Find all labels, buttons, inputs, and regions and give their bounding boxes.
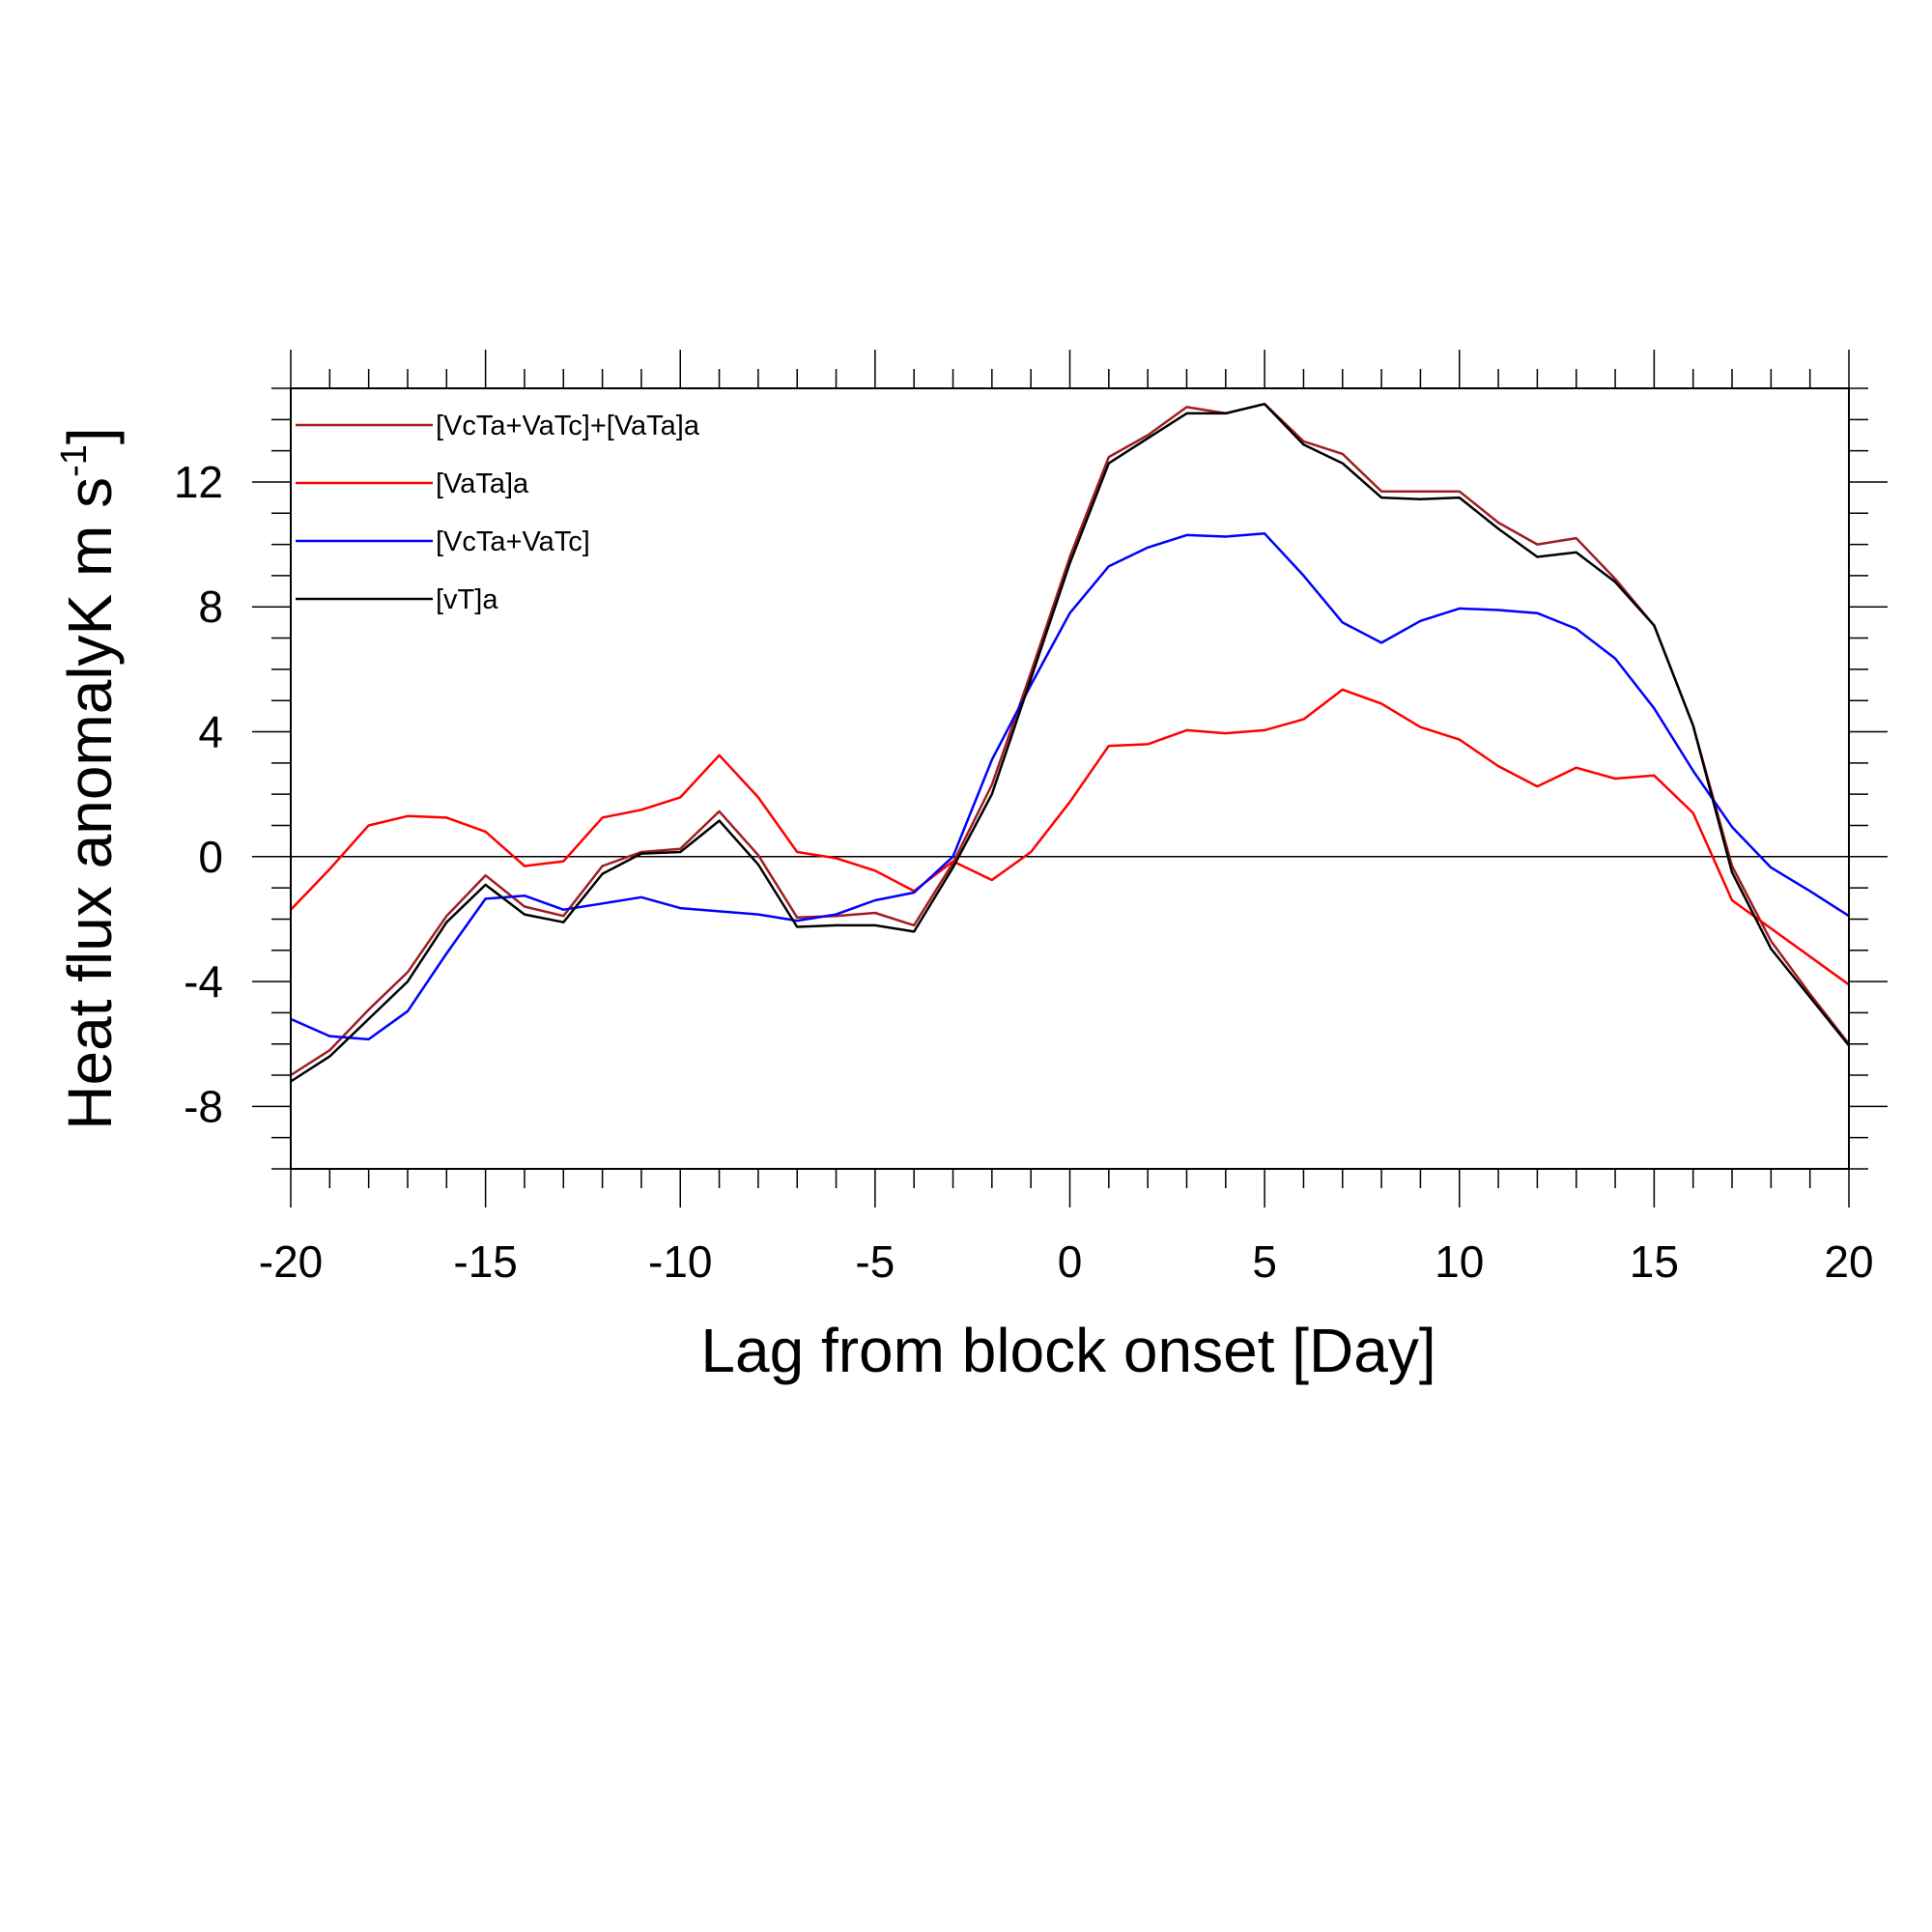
plot-frame xyxy=(290,387,1850,1170)
legend-label: [VaTa]a xyxy=(436,469,529,499)
y-axis-title-main: Heat flux anomalyK m s xyxy=(55,477,125,1130)
x-tick-label: -10 xyxy=(648,1236,712,1287)
x-tick-label: -5 xyxy=(855,1236,895,1287)
x-tick-labels: -20 -15 -10 -5 0 5 10 15 20 xyxy=(259,1236,1874,1287)
legend-label: [VcTa+VaTc]+[VaTa]a xyxy=(436,411,700,441)
x-tick-label: 15 xyxy=(1630,1236,1679,1287)
y-tick-label: 8 xyxy=(198,582,223,632)
legend-label: [vT]a xyxy=(436,584,498,615)
series-layer xyxy=(290,402,1850,1083)
series-line xyxy=(290,532,1850,1041)
series-line xyxy=(290,402,1850,1083)
y-axis-title: Heat flux anomalyK m s-1] xyxy=(54,427,125,1129)
x-tick-label: 0 xyxy=(1058,1236,1083,1287)
y-axis-title-close: ] xyxy=(55,427,125,444)
series-line xyxy=(290,402,1850,1077)
y-axis-title-exponent: -1 xyxy=(54,444,95,477)
y-tick-label: 12 xyxy=(174,457,223,507)
x-axis-title: Lag from block onset [Day] xyxy=(700,1316,1435,1385)
y-tick-label: -4 xyxy=(184,956,223,1007)
y-tick-label: -8 xyxy=(184,1081,223,1131)
y-tick-labels: -8 -4 0 4 8 12 xyxy=(174,457,223,1131)
ticks-layer xyxy=(252,350,1888,1208)
y-tick-label: 4 xyxy=(198,707,223,757)
y-tick-label: 0 xyxy=(198,832,223,882)
x-tick-label: 10 xyxy=(1435,1236,1484,1287)
series-line xyxy=(290,688,1850,986)
legend-label: [VcTa+VaTc] xyxy=(436,526,590,557)
x-tick-label: 20 xyxy=(1824,1236,1873,1287)
legend: [VcTa+VaTc]+[VaTa]a [VaTa]a [VcTa+VaTc] [vT… xyxy=(296,411,700,615)
x-tick-label: -20 xyxy=(259,1236,323,1287)
x-tick-label: -15 xyxy=(453,1236,517,1287)
x-tick-label: 5 xyxy=(1252,1236,1277,1287)
